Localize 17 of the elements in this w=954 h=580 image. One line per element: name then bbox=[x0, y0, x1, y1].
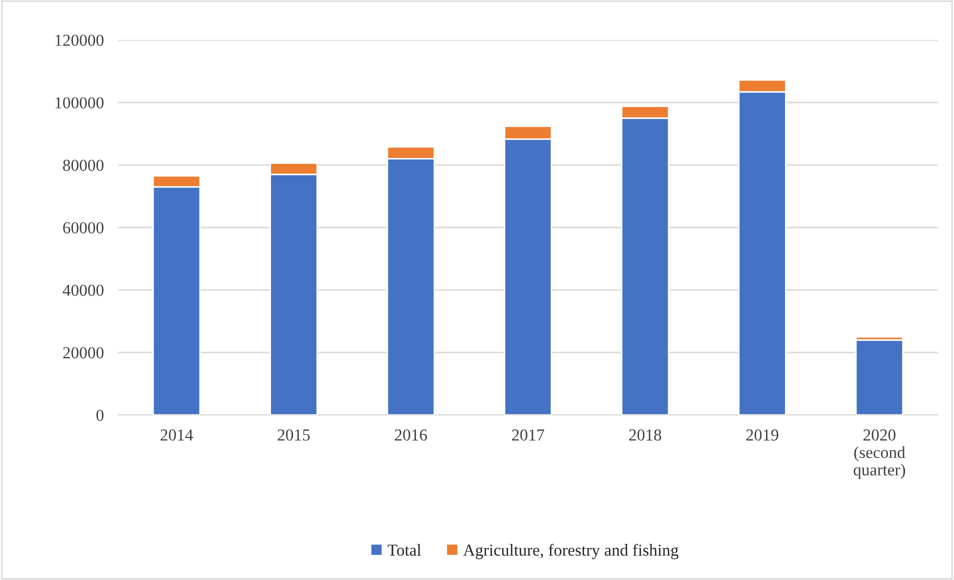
y-tick-label: 0 bbox=[96, 410, 104, 421]
bar bbox=[855, 339, 904, 415]
y-tick-label: 20000 bbox=[63, 347, 104, 358]
y-tick-label: 120000 bbox=[56, 34, 104, 46]
y-tick-label: 100000 bbox=[56, 97, 104, 108]
x-tick-label: 2018 bbox=[629, 429, 662, 441]
x-tick-label: 2015 bbox=[278, 429, 310, 441]
y-tick-label: 40000 bbox=[62, 284, 104, 296]
legend-label: Total bbox=[388, 544, 422, 556]
x-tick-label: 2020 (second quarter) bbox=[854, 429, 906, 479]
y-tick-label: 80000 bbox=[63, 160, 104, 171]
x-tick-label: 2014 bbox=[160, 429, 193, 441]
x-tick-label: 2017 bbox=[512, 429, 544, 441]
x-tick-label: 2016 bbox=[394, 429, 428, 441]
legend-label: Agriculture, forestry and fishing bbox=[463, 544, 678, 560]
x-tick-label: 2019 bbox=[746, 429, 778, 441]
y-tick-label: 60000 bbox=[63, 222, 104, 234]
